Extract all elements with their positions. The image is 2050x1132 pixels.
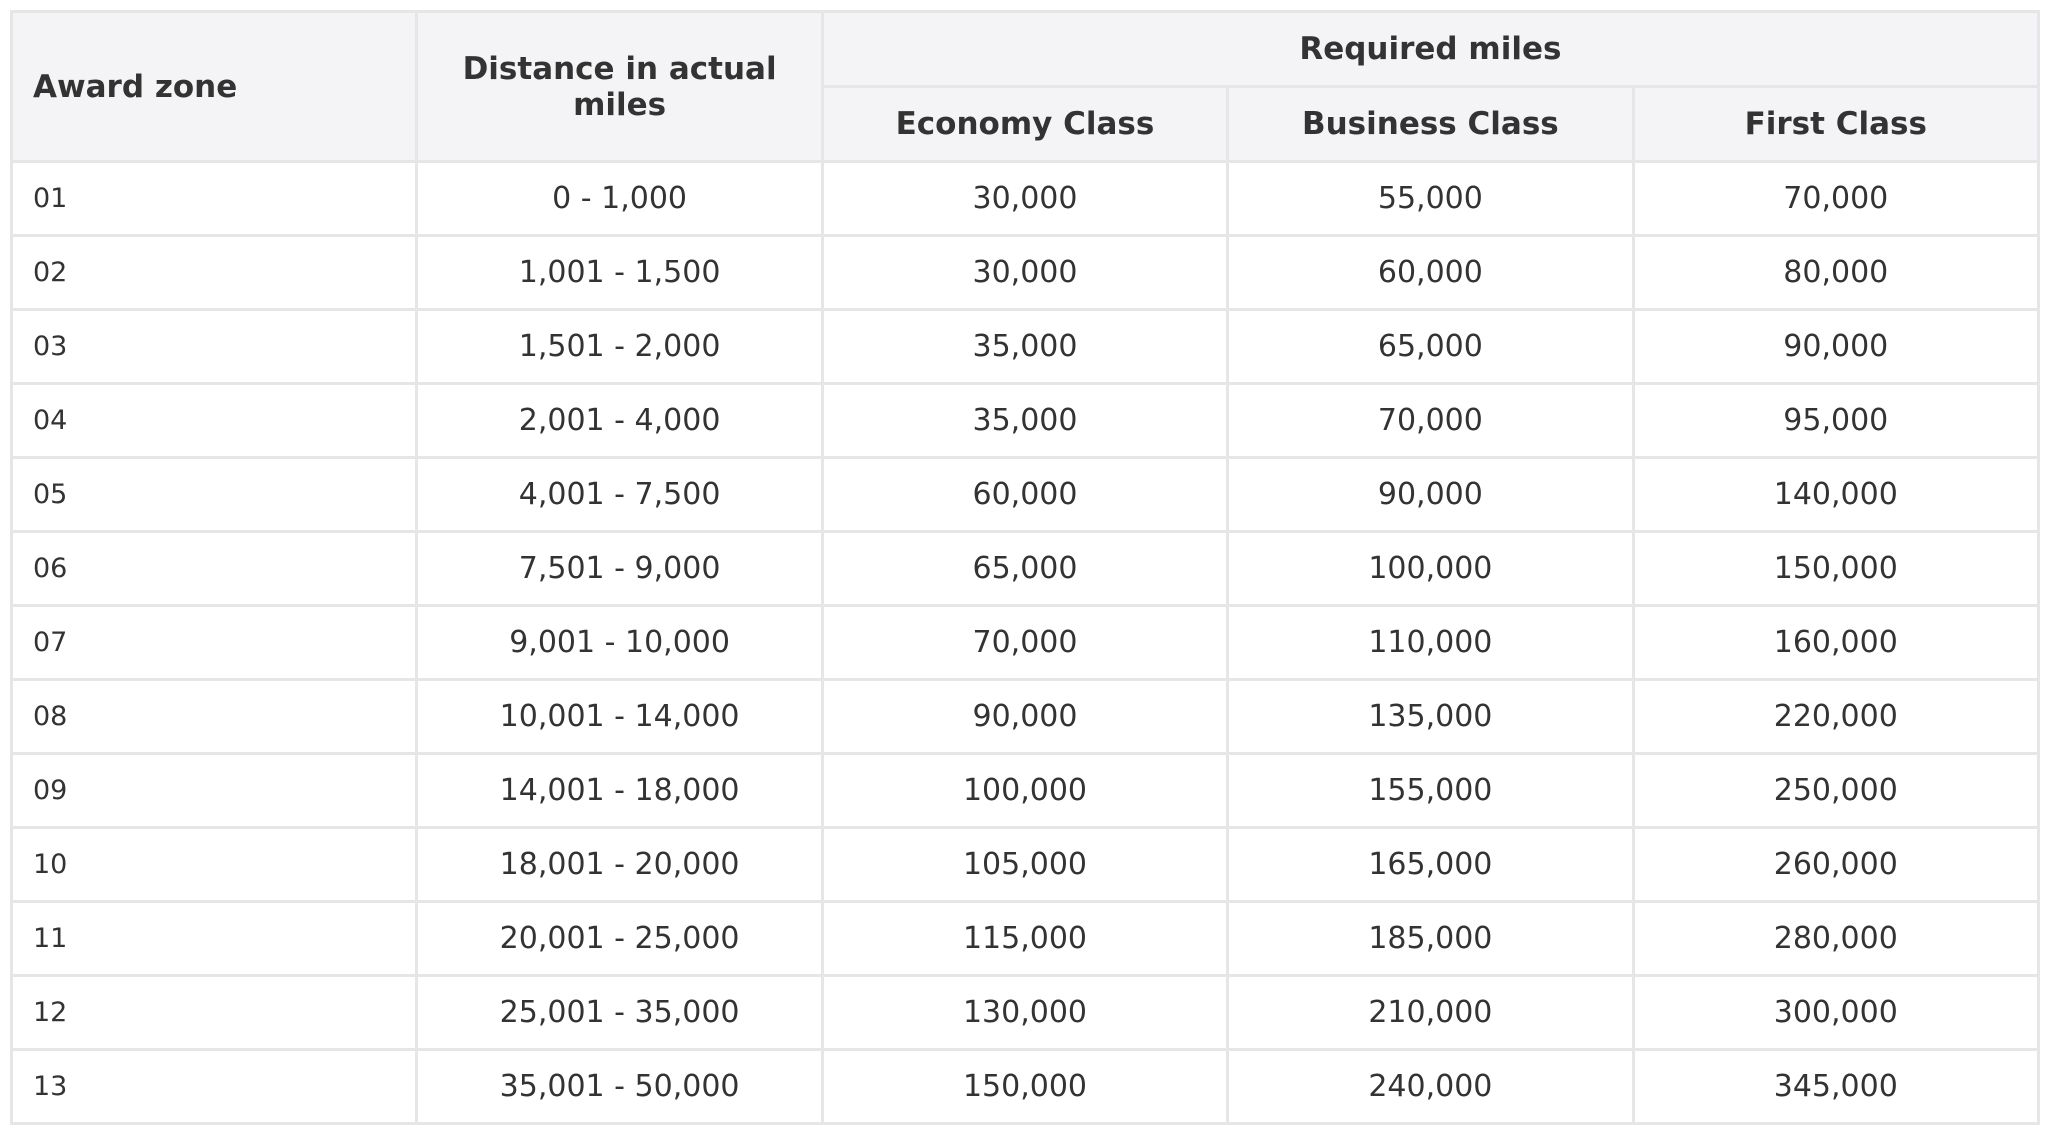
table-row: 09 14,001 - 18,000 100,000 155,000 250,000 [9, 752, 2041, 829]
table-cell: 300,000 [1631, 974, 2041, 1051]
table-cell: 10,001 - 14,000 [415, 678, 824, 755]
table-cell: 260,000 [1631, 826, 2041, 903]
table-cell: 0 - 1,000 [415, 160, 824, 237]
table-cell: 03 [9, 308, 419, 385]
table-row: 04 2,001 - 4,000 35,000 70,000 95,000 [9, 382, 2041, 459]
table-cell: 115,000 [820, 900, 1230, 977]
table-row: 03 1,501 - 2,000 35,000 65,000 90,000 [9, 308, 2041, 385]
table-cell: 12 [9, 974, 419, 1051]
award-table: Award zone Distance in actual miles Requ… [9, 10, 2041, 1125]
table-cell: 150,000 [1631, 530, 2041, 607]
table-cell: 08 [9, 678, 419, 755]
table-cell: 210,000 [1226, 974, 1635, 1051]
table-cell: 60,000 [820, 456, 1230, 533]
header-cell: First Class [1631, 85, 2041, 163]
table-cell: 09 [9, 752, 419, 829]
table-cell: 70,000 [1631, 160, 2041, 237]
table-cell: 10 [9, 826, 419, 903]
table-cell: 105,000 [820, 826, 1230, 903]
table-cell: 280,000 [1631, 900, 2041, 977]
table-cell: 7,501 - 9,000 [415, 530, 824, 607]
table-cell: 60,000 [1226, 234, 1635, 311]
table-cell: 130,000 [820, 974, 1230, 1051]
table-cell: 70,000 [820, 604, 1230, 681]
table-cell: 30,000 [820, 234, 1230, 311]
table-cell: 1,501 - 2,000 [415, 308, 824, 385]
table-cell: 165,000 [1226, 826, 1635, 903]
table-cell: 25,001 - 35,000 [415, 974, 824, 1051]
table-cell: 35,001 - 50,000 [415, 1048, 824, 1125]
table-cell: 02 [9, 234, 419, 311]
table-cell: 06 [9, 530, 419, 607]
table-row: 05 4,001 - 7,500 60,000 90,000 140,000 [9, 456, 2041, 533]
table-cell: 135,000 [1226, 678, 1635, 755]
header-cell: Required miles [820, 10, 2041, 88]
table-cell: 220,000 [1631, 678, 2041, 755]
table-row: 07 9,001 - 10,000 70,000 110,000 160,000 [9, 604, 2041, 681]
table-cell: 90,000 [1226, 456, 1635, 533]
table-cell: 05 [9, 456, 419, 533]
table-cell: 2,001 - 4,000 [415, 382, 824, 459]
table-cell: 100,000 [1226, 530, 1635, 607]
header-cell: Distance in actual miles [415, 10, 824, 163]
table-body: 01 0 - 1,000 30,000 55,000 70,000 02 1,001 - 1… [9, 160, 2041, 1125]
table-cell: 95,000 [1631, 382, 2041, 459]
table-cell: 1,001 - 1,500 [415, 234, 824, 311]
table-cell: 140,000 [1631, 456, 2041, 533]
header-row: Award zone Distance in actual miles Requ… [9, 10, 2041, 163]
table-row: 13 35,001 - 50,000 150,000 240,000 345,000 [9, 1048, 2041, 1125]
table-cell: 110,000 [1226, 604, 1635, 681]
table-cell: 240,000 [1226, 1048, 1635, 1125]
table-row: 08 10,001 - 14,000 90,000 135,000 220,000 [9, 678, 2041, 755]
table-cell: 160,000 [1631, 604, 2041, 681]
table-cell: 4,001 - 7,500 [415, 456, 824, 533]
table-cell: 07 [9, 604, 419, 681]
table-cell: 345,000 [1631, 1048, 2041, 1125]
table-cell: 35,000 [820, 382, 1230, 459]
table-cell: 55,000 [1226, 160, 1635, 237]
table-cell: 13 [9, 1048, 419, 1125]
table-cell: 80,000 [1631, 234, 2041, 311]
table-cell: 14,001 - 18,000 [415, 752, 824, 829]
table-row: 06 7,501 - 9,000 65,000 100,000 150,000 [9, 530, 2041, 607]
table-row: 10 18,001 - 20,000 105,000 165,000 260,000 [9, 826, 2041, 903]
table-header: Award zone Distance in actual miles Requ… [9, 10, 2041, 163]
table-cell: 11 [9, 900, 419, 977]
table-cell: 185,000 [1226, 900, 1635, 977]
header-cell: Business Class [1226, 85, 1635, 163]
table-cell: 155,000 [1226, 752, 1635, 829]
table-cell: 35,000 [820, 308, 1230, 385]
table-cell: 20,001 - 25,000 [415, 900, 824, 977]
table-cell: 150,000 [820, 1048, 1230, 1125]
table-row: 02 1,001 - 1,500 30,000 60,000 80,000 [9, 234, 2041, 311]
table-cell: 01 [9, 160, 419, 237]
table-cell: 90,000 [820, 678, 1230, 755]
header-row: Economy Class Business Class First Class [12, 85, 2041, 163]
table-cell: 30,000 [820, 160, 1230, 237]
table-cell: 250,000 [1631, 752, 2041, 829]
table-cell: 65,000 [1226, 308, 1635, 385]
table-row: 01 0 - 1,000 30,000 55,000 70,000 [9, 160, 2041, 237]
table-cell: 65,000 [820, 530, 1230, 607]
table-row: 12 25,001 - 35,000 130,000 210,000 300,000 [9, 974, 2041, 1051]
table-cell: 9,001 - 10,000 [415, 604, 824, 681]
header-cell: Award zone [9, 10, 419, 163]
table-cell: 70,000 [1226, 382, 1635, 459]
table-cell: 18,001 - 20,000 [415, 826, 824, 903]
table-cell: 90,000 [1631, 308, 2041, 385]
table-cell: 100,000 [820, 752, 1230, 829]
table-row: 11 20,001 - 25,000 115,000 185,000 280,000 [9, 900, 2041, 977]
table-cell: 04 [9, 382, 419, 459]
header-cell: Economy Class [820, 85, 1230, 163]
